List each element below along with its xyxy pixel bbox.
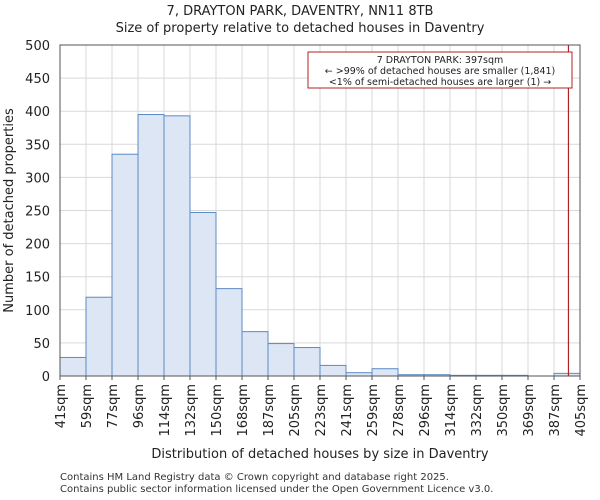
histogram-bar: [59, 356, 87, 377]
y-tick-label: 100: [25, 304, 50, 319]
y-tick-label: 50: [33, 337, 50, 352]
y-tick-label: 250: [25, 205, 50, 220]
y-tick-label: 200: [25, 238, 50, 253]
x-tick-label: 205sqm: [288, 384, 303, 437]
x-tick-label: 114sqm: [158, 384, 173, 437]
x-tick-label: 296sqm: [418, 384, 433, 437]
y-tick-label: 500: [25, 39, 50, 54]
y-tick-label: 400: [25, 105, 50, 120]
annotation-line-2: ← >99% of detached houses are smaller (1…: [325, 66, 556, 77]
x-tick-label: 59sqm: [80, 384, 95, 428]
histogram-bar: [111, 153, 139, 377]
histogram-bar: [293, 347, 321, 377]
y-axis-label: Number of detached properties: [2, 108, 17, 313]
x-tick-label: 314sqm: [444, 384, 459, 437]
x-tick-label: 150sqm: [210, 384, 225, 437]
y-tick-label: 150: [25, 271, 50, 286]
y-tick-label: 450: [25, 72, 50, 87]
x-tick-label: 405sqm: [574, 384, 589, 437]
x-tick-label: 387sqm: [548, 384, 563, 437]
x-tick-label: 223sqm: [314, 384, 329, 437]
x-tick-label: 278sqm: [392, 384, 407, 437]
x-tick-label: 168sqm: [236, 384, 251, 437]
histogram-bar: [215, 288, 243, 377]
histogram-bar: [163, 115, 191, 377]
x-tick-label: 132sqm: [184, 384, 199, 437]
x-tick-label: 350sqm: [496, 384, 511, 437]
x-tick-label: 259sqm: [366, 384, 381, 437]
x-axis-label: Distribution of detached houses by size …: [151, 447, 489, 462]
x-tick-label: 187sqm: [262, 384, 277, 437]
chart-title: 7, DRAYTON PARK, DAVENTRY, NN11 8TB: [166, 4, 434, 19]
histogram-bar: [319, 364, 347, 377]
footer-copyright: Contains HM Land Registry data © Crown c…: [60, 472, 449, 483]
footer-licence: Contains public sector information licen…: [60, 484, 494, 495]
annotation-box: [307, 51, 573, 89]
annotation-line-1: 7 DRAYTON PARK: 397sqm: [377, 55, 504, 66]
histogram-bar: [267, 343, 295, 377]
histogram-bar: [85, 296, 113, 377]
x-tick-label: 241sqm: [340, 384, 355, 437]
histogram-bar: [371, 368, 399, 377]
x-tick-label: 332sqm: [470, 384, 485, 437]
chart-subtitle: Size of property relative to detached ho…: [115, 21, 485, 36]
y-tick-label: 300: [25, 171, 50, 186]
y-tick-label: 350: [25, 138, 50, 153]
x-tick-label: 77sqm: [106, 384, 121, 428]
x-tick-label: 369sqm: [522, 384, 537, 437]
x-tick-label: 41sqm: [54, 384, 69, 428]
annotation-line-3: <1% of semi-detached houses are larger (…: [329, 77, 551, 88]
histogram-bar: [137, 114, 165, 377]
histogram-bar: [189, 211, 217, 377]
y-tick-label: 0: [42, 370, 50, 385]
histogram-bar: [241, 331, 269, 377]
x-tick-label: 96sqm: [132, 384, 147, 428]
